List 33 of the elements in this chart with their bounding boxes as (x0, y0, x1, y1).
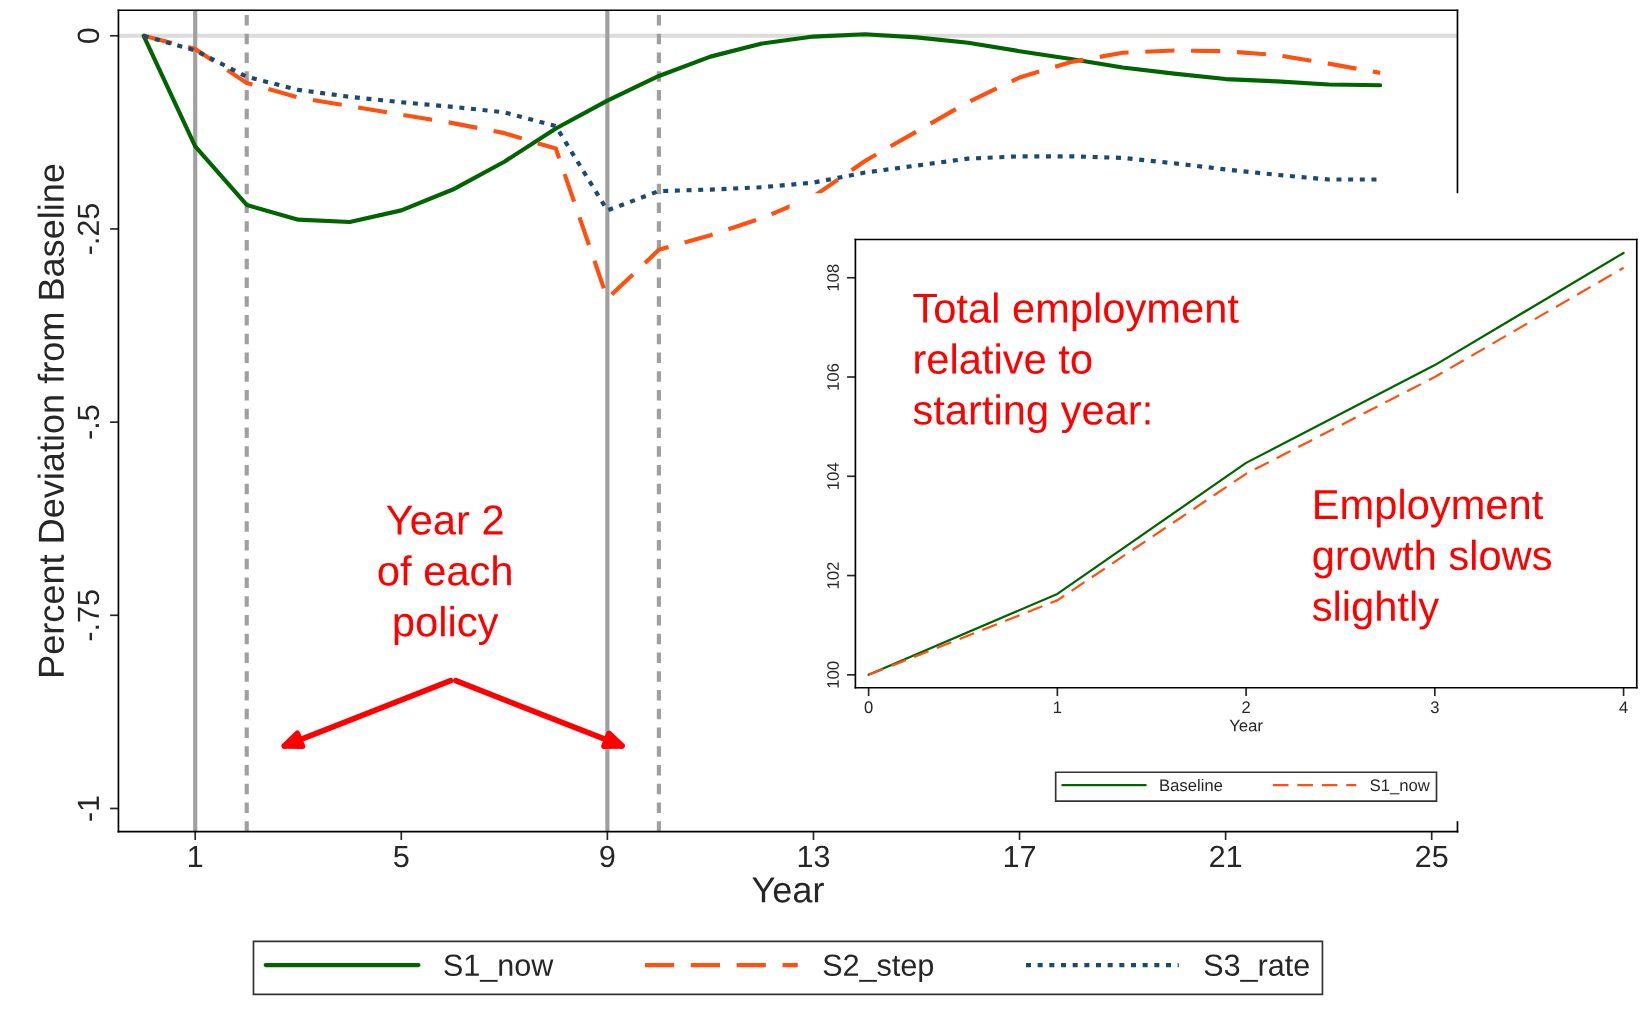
x-tick-label: 9 (600, 845, 615, 868)
x-tick-label: 5 (394, 845, 409, 868)
y-tick-label: -.25 (77, 203, 100, 254)
x-tick-label: 13 (798, 845, 830, 868)
x-tick-label: 2 (1242, 701, 1250, 713)
x-axis-title: Year (752, 877, 824, 903)
legend-label: S1_now (1370, 779, 1430, 795)
y-tick-label: 0 (77, 28, 100, 44)
x-axis-title: Year (1229, 719, 1263, 732)
legend-label: Baseline (1160, 778, 1223, 792)
y-tick-label: 108 (827, 264, 839, 291)
y-tick-label: -.5 (77, 405, 100, 439)
legend-label: S1_now (444, 954, 554, 982)
x-tick-label: 17 (1004, 845, 1035, 867)
legend-label: S3_rate (1204, 954, 1309, 982)
x-tick-label: 1 (1053, 701, 1062, 713)
y-axis-title: Percent Deviation from Baseline (37, 164, 65, 676)
y-tick-label: 102 (827, 562, 839, 589)
x-tick-label: 1 (189, 845, 203, 867)
y-tick-label: 100 (827, 661, 839, 688)
annotation: Employment growth slows slightly (1312, 488, 1552, 630)
annotation: Total employment relative to starting year: (913, 292, 1239, 434)
x-tick-label: 4 (1619, 701, 1628, 713)
x-tick-label: 3 (1430, 701, 1439, 714)
y-tick-label: 104 (827, 462, 839, 489)
x-tick-label: 0 (864, 701, 873, 714)
x-tick-label: 21 (1210, 845, 1242, 867)
x-tick-label: 25 (1416, 845, 1448, 868)
y-tick-label: -1 (77, 796, 99, 821)
legend-label: S2_step (823, 954, 934, 983)
annotation: Year 2 of each policy (378, 505, 511, 645)
y-tick-label: -.75 (77, 590, 100, 641)
y-tick-label: 106 (827, 363, 839, 390)
